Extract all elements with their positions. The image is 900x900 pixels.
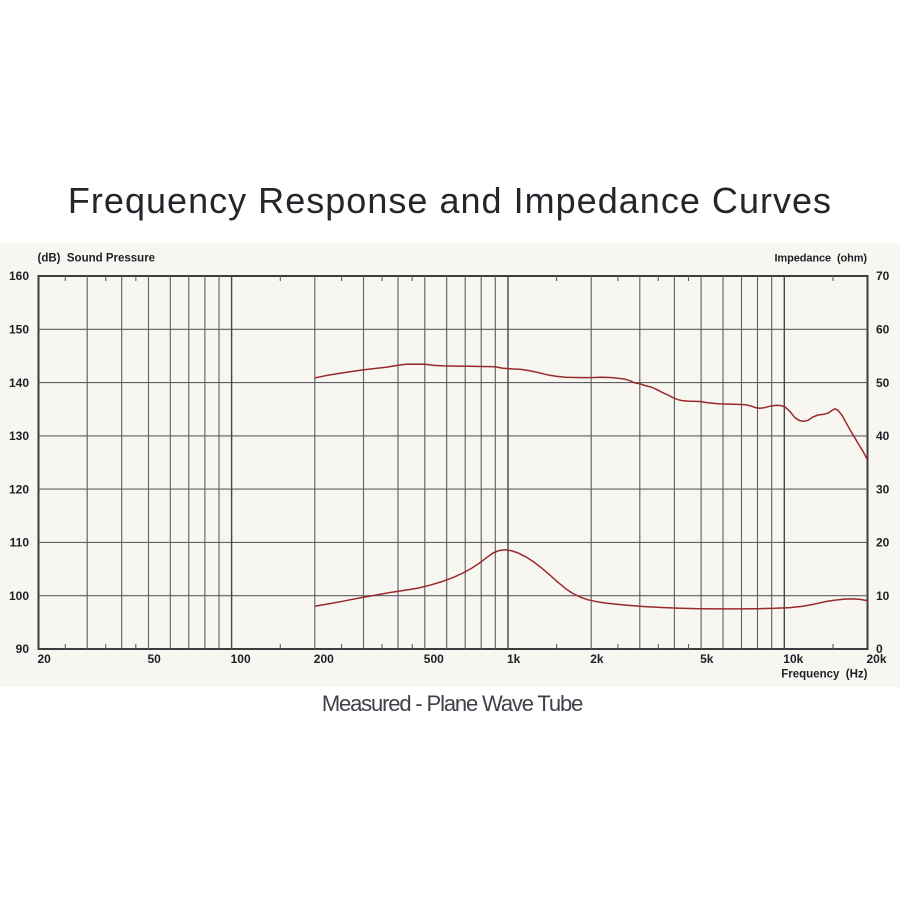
svg-text:10: 10: [876, 589, 890, 603]
svg-text:110: 110: [10, 536, 30, 550]
svg-text:120: 120: [9, 482, 29, 496]
svg-text:40: 40: [876, 429, 890, 443]
svg-text:30: 30: [876, 482, 890, 496]
svg-text:5k: 5k: [700, 652, 714, 666]
svg-text:1k: 1k: [507, 652, 521, 666]
svg-text:200: 200: [314, 652, 334, 666]
svg-text:20: 20: [876, 536, 890, 550]
svg-text:130: 130: [9, 429, 29, 443]
svg-text:Frequency (Hz): Frequency (Hz): [781, 669, 867, 681]
svg-text:160: 160: [9, 269, 29, 283]
svg-text:100: 100: [231, 652, 251, 666]
svg-text:20: 20: [38, 652, 52, 666]
svg-text:50: 50: [148, 652, 162, 666]
svg-text:50: 50: [876, 376, 890, 390]
svg-text:100: 100: [9, 589, 29, 603]
svg-text:500: 500: [424, 652, 444, 666]
svg-text:10k: 10k: [783, 652, 803, 666]
svg-text:2k: 2k: [590, 652, 604, 666]
svg-text:60: 60: [876, 323, 890, 337]
svg-text:150: 150: [9, 323, 29, 337]
svg-text:140: 140: [9, 376, 29, 390]
svg-text:70: 70: [876, 269, 890, 283]
svg-text:Impedance (ohm): Impedance (ohm): [774, 253, 867, 265]
svg-text:0: 0: [876, 642, 883, 656]
svg-text:90: 90: [16, 642, 30, 656]
svg-text:20k: 20k: [867, 652, 887, 666]
svg-text:(dB) Sound Pressure: (dB) Sound Pressure: [38, 253, 156, 265]
